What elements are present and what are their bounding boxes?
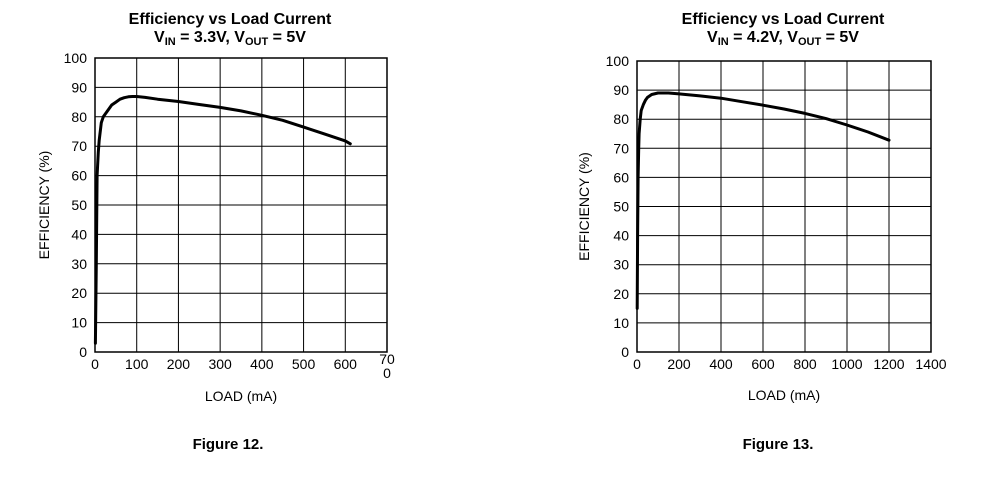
- chart-subtitle: VIN = 3.3V, VOUT = 5V: [154, 29, 306, 48]
- x-tick-label: 200: [667, 356, 691, 372]
- x-tick-label: 300: [208, 356, 232, 372]
- chart-title: Efficiency vs Load Current: [681, 11, 885, 28]
- y-tick-label: 30: [613, 257, 629, 273]
- y-tick-label: 10: [613, 315, 629, 331]
- y-tick-label: 90: [71, 79, 87, 95]
- y-tick-label: 10: [71, 315, 87, 331]
- x-tick-label: 400: [250, 356, 274, 372]
- x-tick-label: 70 0: [379, 351, 395, 381]
- y-tick-label: 50: [71, 197, 87, 213]
- efficiency-chart-4v2: 0 200 400 600 800 1000 1200 1400 0 10 20 30 40 50 60 70…: [576, 53, 947, 403]
- y-tick-label: 30: [71, 256, 87, 272]
- x-tick-label: 200: [167, 356, 191, 372]
- figure-12: Efficiency vs Load Current VIN = 3.3V, V…: [0, 0, 501, 486]
- y-tick-label: 20: [613, 286, 629, 302]
- plot-frame: [94, 57, 388, 353]
- y-tick-label: 0: [79, 344, 87, 360]
- y-tick-label: 50: [613, 199, 629, 215]
- x-tick-label: 800: [793, 356, 817, 372]
- y-tick-label: 60: [71, 168, 87, 184]
- x-tick-label: 0: [91, 356, 99, 372]
- x-tick-label: 0: [633, 356, 641, 372]
- y-tick-label: 40: [613, 228, 629, 244]
- chart-title: Efficiency vs Load Current: [128, 11, 332, 28]
- x-tick-label: 1400: [915, 356, 946, 372]
- figure-caption: Figure 13.: [742, 436, 814, 453]
- x-tick-label: 100: [125, 356, 149, 372]
- x-tick-label: 500: [292, 356, 316, 372]
- x-axis-label: LOAD (mA): [748, 387, 820, 403]
- y-tick-label: 40: [71, 226, 87, 242]
- x-tick-label: 1000: [831, 356, 862, 372]
- y-tick-label: 0: [621, 344, 629, 360]
- y-tick-label: 80: [613, 111, 629, 127]
- y-tick-label: 60: [613, 169, 629, 185]
- x-tick-label: 600: [334, 356, 358, 372]
- x-axis-label: LOAD (mA): [205, 388, 277, 404]
- y-tick-label: 80: [71, 109, 87, 125]
- figure-13: Efficiency vs Load Current VIN = 4.2V, V…: [501, 0, 1002, 486]
- efficiency-curve: [93, 95, 352, 345]
- y-tick-label: 70: [71, 138, 87, 154]
- x-tick-label: 1200: [873, 356, 904, 372]
- y-tick-label: 90: [613, 82, 629, 98]
- efficiency-curve: [635, 91, 891, 310]
- y-axis-label: EFFICIENCY (%): [36, 151, 52, 260]
- x-tick-label: 600: [751, 356, 775, 372]
- y-tick-label: 100: [64, 50, 88, 66]
- y-tick-label: 100: [606, 53, 630, 69]
- chart-subtitle: VIN = 4.2V, VOUT = 5V: [707, 29, 859, 48]
- y-tick-label: 70: [613, 140, 629, 156]
- figure-caption: Figure 12.: [192, 436, 264, 453]
- y-tick-label: 20: [71, 285, 87, 301]
- efficiency-chart-3v3: 0 100 200 300 400 500 600 70 0 0 10 20 30 40 50 60 70 80 9…: [36, 50, 395, 404]
- y-axis-label: EFFICIENCY (%): [576, 152, 592, 261]
- x-tick-label: 400: [709, 356, 733, 372]
